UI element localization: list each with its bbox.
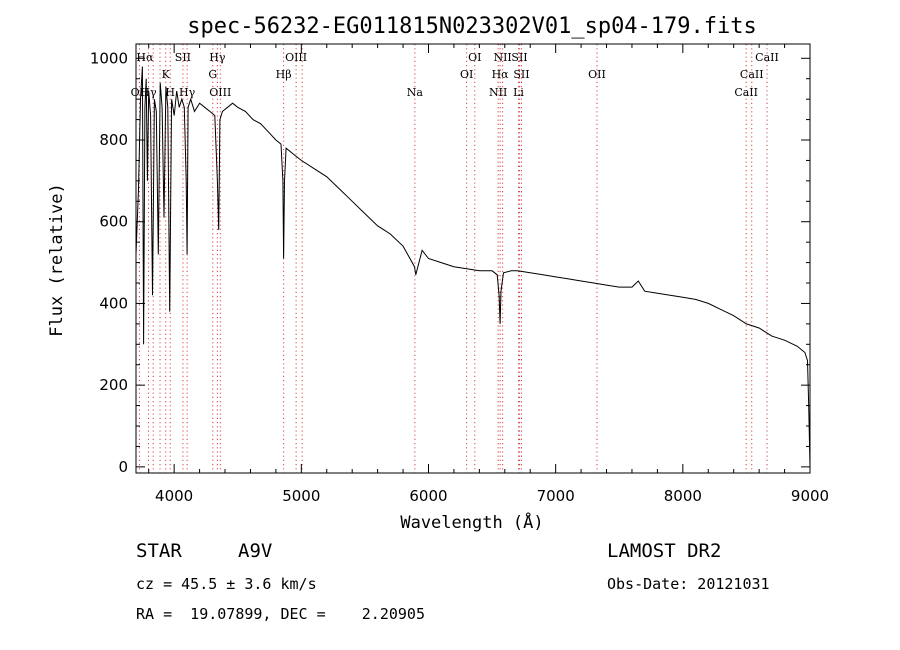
survey-name: LAMOST DR2 — [607, 540, 722, 562]
marker-label: SII — [175, 51, 191, 64]
object-class: STAR — [136, 540, 182, 562]
x-tick-label: 7000 — [537, 487, 575, 505]
y-tick-label: 0 — [118, 458, 128, 476]
x-tick-label: 6000 — [409, 487, 447, 505]
marker-label: OIII — [285, 51, 307, 64]
marker-label: H — [165, 86, 175, 99]
spectrum-line — [135, 66, 811, 467]
marker-label: Na — [407, 86, 424, 99]
marker-label: Li — [513, 86, 524, 99]
y-tick-label: 600 — [99, 213, 128, 231]
x-tick-label: 4000 — [155, 487, 193, 505]
y-tick-label: 1000 — [90, 49, 128, 67]
marker-label: Hγ — [209, 51, 226, 64]
x-tick-label: 5000 — [282, 487, 320, 505]
y-tick-label: 800 — [99, 131, 128, 149]
marker-label: K — [162, 68, 171, 81]
y-tick-label: 400 — [99, 294, 128, 312]
marker-label: OIII — [209, 86, 231, 99]
y-tick-label: 200 — [99, 376, 128, 394]
marker-label: CaII — [740, 68, 764, 81]
marker-label: G — [208, 68, 217, 81]
marker-label: SII — [511, 51, 527, 64]
y-axis: 0 200 400 600 800 1000 — [90, 49, 810, 476]
chart-title: spec-56232-EG011815N023302V01_sp04-179.f… — [187, 14, 757, 39]
marker-label: Hα — [492, 68, 510, 81]
line-markers — [138, 44, 768, 473]
marker-label: OI — [468, 51, 481, 64]
marker-label: CaII — [734, 86, 758, 99]
plot-frame — [135, 43, 811, 474]
marker-label: OII — [131, 86, 149, 99]
x-tick-label: 9000 — [791, 487, 829, 505]
y-axis-label: Flux (relative) — [47, 183, 67, 337]
redshift-velocity: cz = 45.5 ± 3.6 km/s — [136, 575, 317, 593]
coordinates: RA = 19.07899, DEC = 2.20905 — [136, 605, 425, 623]
marker-label: OI — [460, 68, 473, 81]
object-subclass: A9V — [238, 540, 273, 562]
marker-label: Hα — [136, 51, 154, 64]
marker-label: Hγ — [140, 86, 157, 99]
marker-label: NII — [493, 51, 511, 64]
x-tick-label: 8000 — [664, 487, 702, 505]
x-axis-label: Wavelength (Å) — [400, 511, 543, 533]
marker-label: Hβ — [276, 68, 292, 81]
marker-label: CaII — [755, 51, 779, 64]
observation-date: Obs-Date: 20121031 — [607, 575, 770, 593]
marker-label: Hγ — [179, 86, 196, 99]
x-axis: 4000 5000 6000 7000 8000 9000 — [148, 44, 829, 505]
marker-label: SII — [513, 68, 529, 81]
marker-label: OII — [588, 68, 606, 81]
marker-label: NII — [489, 86, 507, 99]
